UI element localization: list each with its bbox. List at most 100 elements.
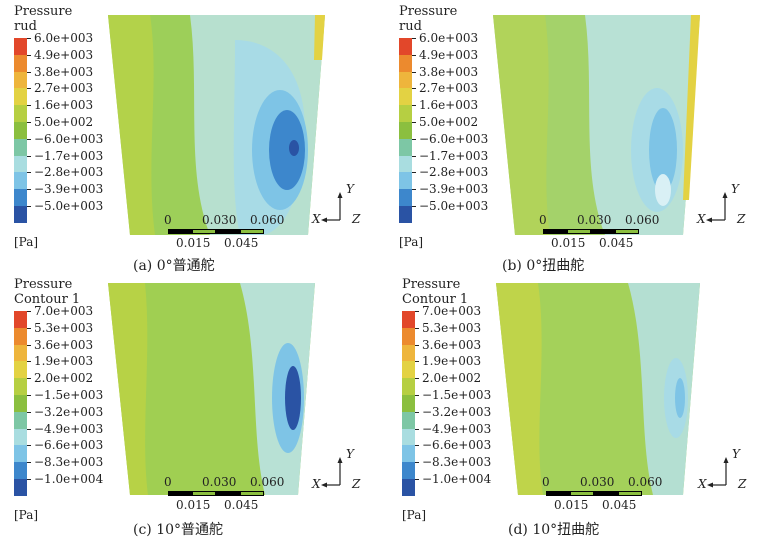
legend-swatch	[402, 411, 415, 429]
legend-row: −3.2e+003	[402, 405, 491, 429]
legend-value: 5.3e+003	[422, 320, 482, 335]
legend-row: 6.0e+003	[14, 31, 93, 55]
legend-tick	[27, 361, 31, 363]
legend-value: −8.3e+003	[422, 455, 492, 470]
legend-unit: [Pa]	[399, 234, 424, 249]
rudder-contour-a	[108, 15, 325, 235]
legend-swatch	[14, 344, 27, 362]
scale-label-bottom: 0.045	[224, 498, 259, 512]
scale-label-top: 0.030	[577, 213, 612, 227]
legend-tick	[27, 121, 31, 123]
legend-swatch	[14, 155, 27, 173]
legend-row: −6.6e+003	[402, 438, 491, 463]
legend-title: Pressure	[402, 277, 461, 292]
legend-swatch	[14, 327, 27, 345]
scale-segment	[240, 491, 264, 496]
legend-title: rud	[14, 19, 37, 34]
panel-b: Pressure rud 6.0e+003 4.9e+003 3.8e+003 2.7e+…	[385, 0, 764, 274]
legend-value: 2.0e+002	[422, 371, 482, 386]
scale-segment	[192, 229, 216, 234]
scale-segment	[591, 229, 615, 234]
legend-value: 3.6e+003	[34, 337, 94, 352]
legend-tick	[27, 327, 31, 329]
axis-label-z: Z	[738, 477, 747, 491]
legend-swatch	[399, 121, 412, 139]
scale-label-bottom: 0.015	[551, 236, 586, 250]
panel-caption: (a) 0°普通舵	[133, 258, 215, 274]
legend-swatch	[402, 361, 415, 379]
legend-tick	[27, 394, 31, 396]
legend-value: −1.7e+003	[419, 148, 489, 163]
legend-tick	[27, 378, 31, 380]
legend-value: 1.6e+003	[34, 98, 94, 113]
legend-tick	[27, 38, 31, 39]
legend-row: 1.9e+003	[14, 354, 93, 379]
legend-tick	[415, 411, 419, 413]
rudder-contour-d	[496, 283, 700, 495]
legend-swatch	[399, 105, 412, 123]
legend-row: 2.0e+002	[402, 371, 481, 396]
legend-value: −5.0e+003	[419, 198, 489, 213]
legend-swatch	[14, 394, 27, 412]
legend-row: 3.6e+003	[402, 338, 481, 362]
legend-swatch	[14, 428, 27, 446]
legend-swatch	[14, 71, 27, 89]
legend-row: −2.8e+003	[14, 165, 103, 190]
legend-tick	[412, 121, 416, 123]
legend-tick	[27, 71, 31, 73]
legend-tick	[415, 394, 419, 396]
scale-label-bottom: 0.015	[176, 498, 211, 512]
axis-label-y: Y	[732, 447, 740, 461]
legend-value: 2.7e+003	[34, 81, 94, 96]
legend-value: −3.2e+003	[34, 404, 104, 419]
scale-label-bottom: 0.045	[224, 236, 259, 250]
legend-swatch	[402, 327, 415, 345]
scale-label-top: 0.060	[625, 213, 660, 227]
legend-value: 2.0e+002	[34, 371, 94, 386]
scale-segment	[168, 229, 192, 234]
legend-value: 5.0e+002	[34, 114, 94, 129]
scale-label-top: 0	[164, 475, 172, 489]
scale-segment	[216, 491, 240, 496]
legend-tick	[27, 205, 31, 207]
panel-a: Pressure rud 6.0e+003 4.9e+003 3.8e+003 2.7e+…	[0, 0, 382, 274]
scale-segment	[567, 229, 591, 234]
legend-tick	[27, 344, 31, 346]
legend-swatch	[14, 445, 27, 463]
legend-title: Contour 1	[14, 292, 81, 307]
scale-label-top: 0	[539, 213, 547, 227]
legend-row: −1.0e+004	[402, 472, 491, 496]
legend-row: −6.0e+003	[399, 132, 488, 156]
legend-swatch	[14, 121, 27, 139]
legend-value: 1.6e+003	[419, 98, 479, 113]
scale-label-bottom: 0.015	[554, 498, 589, 512]
legend-unit: [Pa]	[14, 234, 39, 249]
legend-row: 5.3e+003	[402, 321, 481, 345]
legend-value: −3.2e+003	[422, 404, 492, 419]
legend-value: 7.0e+003	[422, 304, 482, 318]
legend-title: rud	[399, 19, 422, 34]
scale-segment	[192, 491, 216, 496]
legend-swatch	[14, 189, 27, 207]
legend-tick	[412, 71, 416, 73]
legend-row: 7.0e+003	[402, 304, 481, 328]
legend-row: −3.9e+003	[399, 182, 488, 207]
scale-label-bottom: 0.045	[602, 498, 637, 512]
legend-swatch	[402, 311, 415, 328]
legend-row: −6.0e+003	[14, 132, 103, 156]
axis-label-y: Y	[346, 182, 354, 196]
legend-value: −3.9e+003	[419, 182, 489, 197]
legend-row: 1.9e+003	[402, 354, 481, 379]
legend-row: −8.3e+003	[402, 455, 491, 480]
legend-tick	[415, 344, 419, 346]
legend-row: −5.0e+003	[14, 199, 103, 223]
axis-label-y: Y	[731, 182, 739, 196]
legend-swatch	[399, 71, 412, 89]
legend-tick	[415, 478, 419, 480]
legend-row: −5.0e+003	[399, 199, 488, 223]
legend-tick	[27, 138, 31, 140]
scale-label-top: 0.030	[580, 475, 615, 489]
rudder-contour-c	[108, 283, 315, 495]
scale-segment	[216, 229, 240, 234]
axis-label-z: Z	[737, 212, 746, 226]
